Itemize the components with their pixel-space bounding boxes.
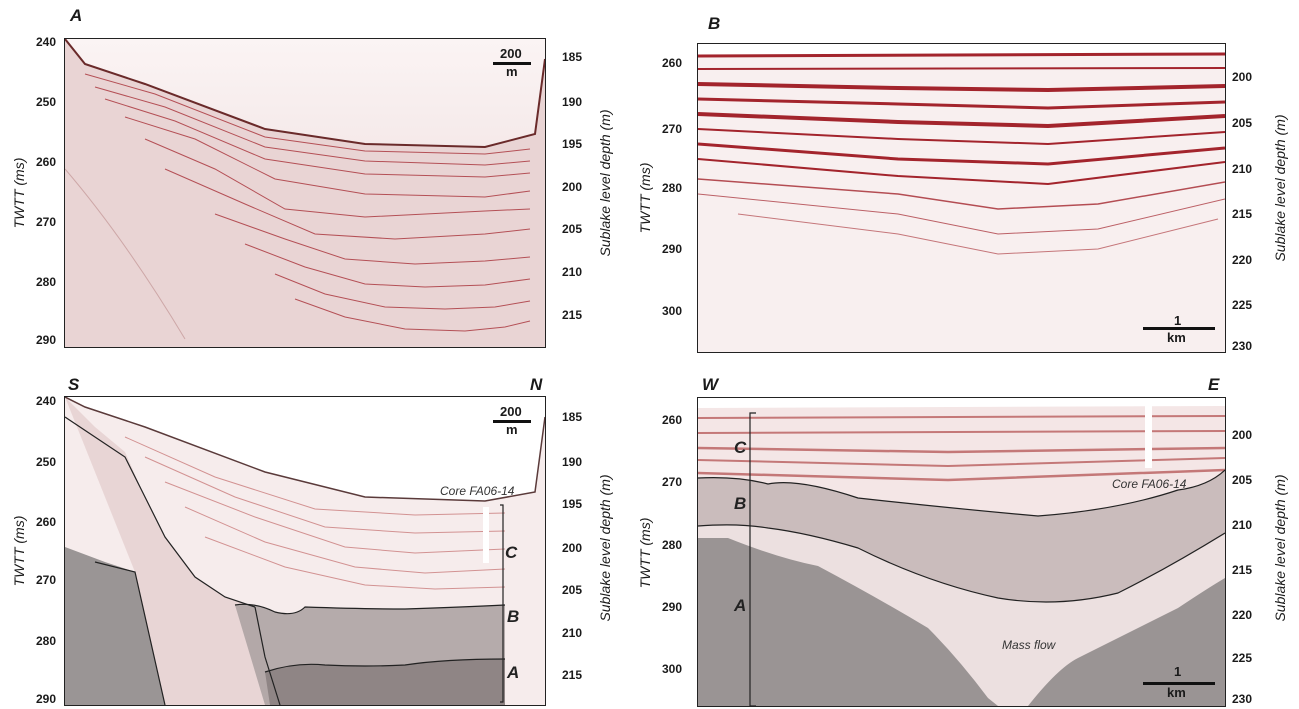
scale-bar <box>1143 682 1215 685</box>
y-tick: 290 <box>662 600 683 614</box>
seismic-profile-d <box>697 397 1226 707</box>
direction-east: E <box>1208 375 1220 394</box>
depth-tick: 190 <box>562 95 583 109</box>
left-axis-title: TWTT (ms) <box>11 515 27 587</box>
y-tick: 280 <box>662 181 683 195</box>
y-tick: 260 <box>36 155 57 169</box>
scale-value: 200 <box>500 46 522 61</box>
unit-label-a: A <box>507 663 520 682</box>
depth-tick: 185 <box>562 410 583 424</box>
unit-label-a: A <box>734 596 747 615</box>
y-tick: 300 <box>662 662 683 676</box>
scale-bar <box>493 62 531 65</box>
depth-tick: 185 <box>562 50 583 64</box>
depth-tick: 200 <box>562 541 583 555</box>
direction-west: W <box>702 375 719 394</box>
y-tick: 270 <box>662 122 683 136</box>
scale-bar <box>1143 327 1215 330</box>
right-axis-title: Sublake level depth (m) <box>597 474 613 622</box>
y-tick: 280 <box>36 634 57 648</box>
panel-letter-b: B <box>708 14 721 33</box>
panel-letter-a: A <box>70 6 83 25</box>
y-tick: 290 <box>36 333 57 347</box>
scale-unit: m <box>506 422 518 437</box>
scale-value: 200 <box>500 404 522 419</box>
direction-north: N <box>530 375 543 394</box>
y-tick: 270 <box>36 573 57 587</box>
depth-tick: 200 <box>1232 70 1253 84</box>
scale-value: 1 <box>1174 313 1182 328</box>
y-tick: 240 <box>36 35 57 49</box>
seismic-image-c <box>65 397 545 705</box>
depth-tick: 210 <box>562 626 583 640</box>
y-tick: 270 <box>36 215 57 229</box>
depth-tick: 200 <box>562 180 583 194</box>
depth-tick: 215 <box>562 308 583 322</box>
depth-tick: 210 <box>1232 518 1253 532</box>
depth-tick: 205 <box>1232 473 1253 487</box>
seismic-image-a <box>65 39 545 347</box>
scale-unit: km <box>1167 685 1186 700</box>
y-tick: 250 <box>36 95 57 109</box>
depth-tick: 200 <box>1232 428 1253 442</box>
mass-flow-label: Mass flow <box>1002 638 1056 652</box>
scale-unit: km <box>1167 330 1186 345</box>
depth-tick: 205 <box>562 583 583 597</box>
depth-tick: 210 <box>562 265 583 279</box>
depth-tick: 215 <box>1232 563 1253 577</box>
y-tick: 280 <box>662 538 683 552</box>
depth-tick: 220 <box>1232 608 1253 622</box>
depth-tick: 225 <box>1232 651 1253 665</box>
core-label: Core FA06-14 <box>440 484 515 498</box>
depth-tick: 190 <box>562 455 583 469</box>
depth-tick: 205 <box>562 222 583 236</box>
seismic-profile-b <box>697 43 1226 353</box>
y-tick: 260 <box>36 515 57 529</box>
scale-value: 1 <box>1174 664 1182 679</box>
right-axis-title: Sublake level depth (m) <box>597 109 613 257</box>
unit-label-b: B <box>734 494 747 513</box>
y-tick: 280 <box>36 275 57 289</box>
left-axis-title: TWTT (ms) <box>637 162 653 234</box>
y-tick: 260 <box>662 56 683 70</box>
y-tick: 240 <box>36 394 57 408</box>
y-tick: 250 <box>36 455 57 469</box>
right-axis-title: Sublake level depth (m) <box>1272 474 1288 622</box>
direction-south: S <box>68 375 80 394</box>
y-tick: 260 <box>662 413 683 427</box>
y-tick: 290 <box>662 242 683 256</box>
depth-tick: 195 <box>562 497 583 511</box>
y-tick: 290 <box>36 692 57 706</box>
core-label: Core FA06-14 <box>1112 477 1187 491</box>
unit-label-b: B <box>507 607 520 626</box>
scale-unit: m <box>506 64 518 79</box>
depth-tick: 220 <box>1232 253 1253 267</box>
left-axis-title: TWTT (ms) <box>637 517 653 589</box>
left-axis-title: TWTT (ms) <box>11 157 27 229</box>
scale-bar <box>493 420 531 423</box>
unit-label-c: C <box>505 543 518 562</box>
depth-tick: 205 <box>1232 116 1253 130</box>
seismic-profile-a <box>64 38 546 348</box>
seismic-image-b <box>698 44 1225 352</box>
depth-tick: 210 <box>1232 162 1253 176</box>
seismic-image-d <box>698 398 1225 706</box>
depth-tick: 215 <box>1232 207 1253 221</box>
unit-label-c: C <box>734 438 747 457</box>
depth-tick: 225 <box>1232 298 1253 312</box>
y-tick: 270 <box>662 475 683 489</box>
y-tick: 300 <box>662 304 683 318</box>
seismic-profile-c <box>64 396 546 706</box>
depth-tick: 195 <box>562 137 583 151</box>
depth-tick: 230 <box>1232 339 1253 353</box>
depth-tick: 230 <box>1232 692 1253 706</box>
depth-tick: 215 <box>562 668 583 682</box>
right-axis-title: Sublake level depth (m) <box>1272 114 1288 262</box>
